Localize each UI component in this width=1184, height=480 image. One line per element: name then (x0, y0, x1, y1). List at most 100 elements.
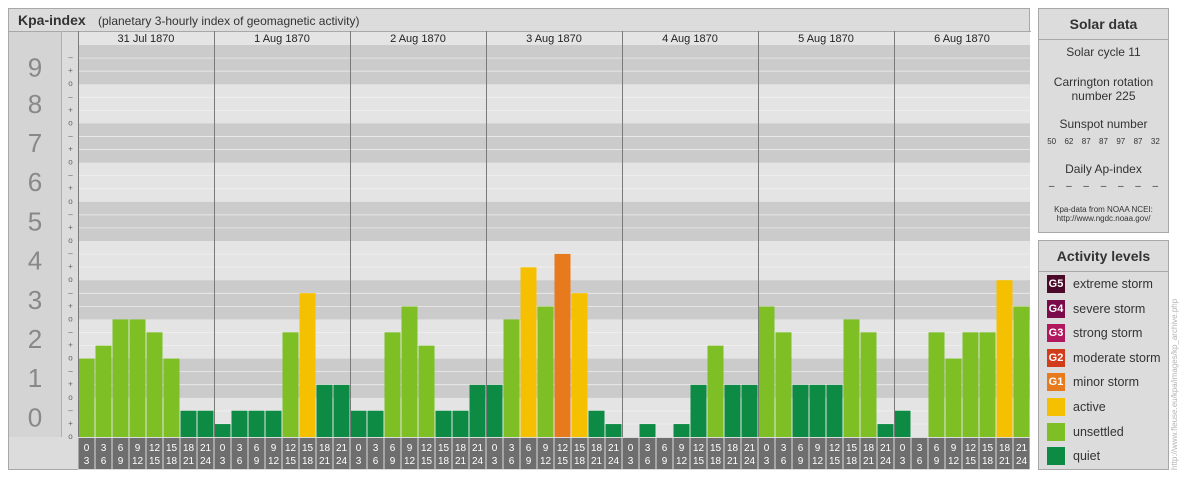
hour-cell (163, 438, 180, 469)
hour-cell (214, 438, 231, 469)
hour-start-label: 9 (271, 443, 277, 454)
hour-start-label: 0 (900, 443, 906, 454)
legend-label: unsettled (1073, 424, 1124, 439)
y-subtick-label: – (68, 131, 73, 140)
hour-start-label: 3 (101, 443, 107, 454)
hour-end-label: 3 (900, 456, 906, 467)
hour-start-label: 15 (574, 443, 586, 454)
hour-end-label: 15 (149, 456, 161, 467)
hour-cell (1013, 438, 1030, 469)
kpa-bar (724, 384, 741, 437)
kpa-bar (401, 306, 418, 437)
hour-start-label: 6 (798, 443, 804, 454)
hour-cell (316, 438, 333, 469)
hour-end-label: 18 (302, 456, 314, 467)
y-subtick-label: + (68, 223, 73, 232)
hour-cell (622, 438, 639, 469)
kpa-bar (248, 410, 265, 437)
hour-end-label: 3 (628, 456, 634, 467)
hour-cell (707, 438, 724, 469)
y-tick-label: 0 (28, 402, 42, 432)
band-7 (78, 123, 1030, 163)
y-subtick-label: + (68, 145, 73, 154)
hour-cell (962, 438, 979, 469)
hour-end-label: 15 (965, 456, 977, 467)
day-label: 3 Aug 1870 (526, 33, 582, 45)
hour-start-label: 9 (135, 443, 141, 454)
hour-start-label: 9 (407, 443, 413, 454)
hour-start-label: 0 (84, 443, 90, 454)
hour-end-label: 18 (982, 456, 994, 467)
carrington-rotation-number: number 225 (1071, 89, 1136, 103)
hour-cell (894, 438, 911, 469)
hour-end-label: 15 (285, 456, 297, 467)
hour-end-label: 21 (591, 456, 603, 467)
y-subtick-label: o (68, 275, 73, 284)
sunspot-value: 87 (1081, 137, 1091, 146)
solar-data-panel: Solar data Solar cycle 11 Carrington rot… (1038, 8, 1169, 233)
hour-end-label: 12 (132, 456, 144, 467)
hour-end-label: 3 (356, 456, 362, 467)
hour-cell (95, 438, 112, 469)
source-url: http://www.ngdc.noaa.gov/ (1056, 214, 1151, 223)
y-subtick-label: – (68, 53, 73, 62)
kpa-bar (112, 319, 129, 437)
chart-subtitle: (planetary 3-hourly index of geomagnetic… (98, 14, 359, 28)
solar-cycle: Solar cycle 11 (1066, 45, 1141, 59)
band-1 (78, 358, 1030, 398)
kpa-bar (605, 424, 622, 437)
hour-end-label: 6 (917, 456, 923, 467)
y-tick-label: 4 (28, 246, 42, 276)
hour-start-label: 18 (863, 443, 875, 454)
hour-end-label: 9 (798, 456, 804, 467)
y-subtick-label: o (68, 236, 73, 245)
hour-cell (537, 438, 554, 469)
legend-item: G4 severe storm (1047, 299, 1145, 319)
legend-item: G3 strong storm (1047, 323, 1142, 343)
kpa-bar (486, 384, 503, 437)
activity-levels-title: Activity levels (1056, 248, 1151, 264)
kpa-bar (962, 332, 979, 437)
sunspot-values: 50 62 87 87 97 87 32 (1043, 137, 1164, 146)
hour-cell (911, 438, 928, 469)
hour-cell (724, 438, 741, 469)
kpa-bar (299, 293, 316, 437)
kpa-bar (282, 332, 299, 437)
hour-end-label: 15 (557, 456, 569, 467)
kpa-bar (197, 410, 214, 437)
hour-cell (843, 438, 860, 469)
y-tick-label: 1 (28, 363, 42, 393)
kpa-chart-panel: Kpa-index (planetary 3-hourly index of ge… (8, 8, 1031, 470)
kpa-bar (826, 384, 843, 437)
kpa-bar (809, 384, 826, 437)
y-subtick-label: + (68, 419, 73, 428)
kpa-bar (792, 384, 809, 437)
day-label: 4 Aug 1870 (662, 33, 718, 45)
hour-start-label: 12 (829, 443, 841, 454)
hour-cell (78, 438, 95, 469)
hour-start-label: 0 (628, 443, 634, 454)
hour-cell (503, 438, 520, 469)
hour-start-label: 0 (764, 443, 770, 454)
hour-end-label: 6 (237, 456, 243, 467)
hour-start-label: 18 (727, 443, 739, 454)
legend-item: quiet (1047, 446, 1100, 466)
hour-end-label: 12 (812, 456, 824, 467)
hour-cell (860, 438, 877, 469)
band-3 (78, 280, 1030, 320)
kpa-bar (435, 410, 452, 437)
hour-end-label: 12 (268, 456, 280, 467)
hour-cell (367, 438, 384, 469)
y-axis-band (9, 32, 61, 437)
kpa-bar (894, 410, 911, 437)
y-tick-label: 9 (28, 53, 42, 83)
kpa-bar (877, 424, 894, 437)
hour-end-label: 12 (948, 456, 960, 467)
hour-cell (180, 438, 197, 469)
divider (1039, 39, 1168, 40)
hour-end-label: 21 (999, 456, 1011, 467)
kpa-bar (758, 306, 775, 437)
hour-start-label: 12 (557, 443, 569, 454)
kpa-bar (639, 424, 656, 437)
hour-start-label: 3 (781, 443, 787, 454)
